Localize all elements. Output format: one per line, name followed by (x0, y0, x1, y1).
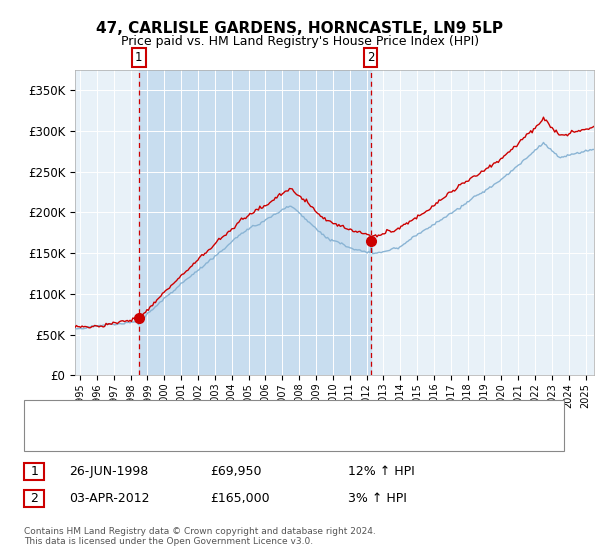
Text: 1: 1 (30, 465, 38, 478)
Text: 1: 1 (135, 51, 143, 64)
Text: 2: 2 (30, 492, 38, 505)
Bar (139, 70, 371, 375)
Text: 03-APR-2012: 03-APR-2012 (69, 492, 149, 505)
Text: 12% ↑ HPI: 12% ↑ HPI (348, 465, 415, 478)
Text: £69,950: £69,950 (210, 465, 262, 478)
Text: 3% ↑ HPI: 3% ↑ HPI (348, 492, 407, 505)
Text: £165,000: £165,000 (210, 492, 269, 505)
Text: Price paid vs. HM Land Registry's House Price Index (HPI): Price paid vs. HM Land Registry's House … (121, 35, 479, 48)
Text: 47, CARLISLE GARDENS, HORNCASTLE, LN9 5LP: 47, CARLISLE GARDENS, HORNCASTLE, LN9 5L… (97, 21, 503, 36)
Text: HPI: Average price, detached house, East Lindsey: HPI: Average price, detached house, East… (81, 432, 352, 442)
Text: 47, CARLISLE GARDENS, HORNCASTLE, LN9 5LP (detached house): 47, CARLISLE GARDENS, HORNCASTLE, LN9 5L… (81, 409, 443, 419)
Text: 26-JUN-1998: 26-JUN-1998 (69, 465, 148, 478)
Text: Contains HM Land Registry data © Crown copyright and database right 2024.
This d: Contains HM Land Registry data © Crown c… (24, 526, 376, 546)
Text: 2: 2 (367, 51, 374, 64)
